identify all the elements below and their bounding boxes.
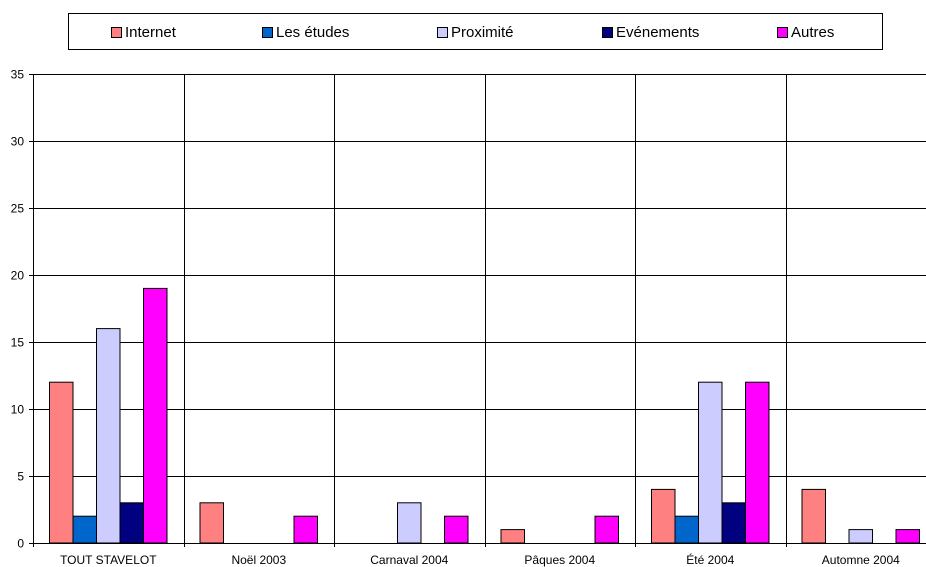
legend-item-evenements: Evénements xyxy=(602,23,700,41)
y-tick-label: 30 xyxy=(11,135,25,149)
x-tick-label: Carnaval 2004 xyxy=(370,553,448,567)
x-tick-label: TOUT STAVELOT xyxy=(60,553,157,567)
bar xyxy=(801,488,826,544)
bar xyxy=(698,381,723,544)
y-tick-label: 25 xyxy=(11,202,25,216)
legend-label-les-etudes: Les études xyxy=(276,23,350,41)
bar xyxy=(594,515,619,544)
bar xyxy=(119,502,144,544)
legend-item-autres: Autres xyxy=(777,23,835,41)
legend-swatch-autres xyxy=(777,26,788,38)
bar xyxy=(72,515,97,544)
bar xyxy=(745,381,770,544)
legend-swatch-les-etudes xyxy=(262,26,273,38)
y-tick-label: 35 xyxy=(11,68,25,82)
y-tick-label: 15 xyxy=(11,336,25,350)
bar xyxy=(674,515,699,544)
x-tick-label: Pâques 2004 xyxy=(524,553,595,567)
bar xyxy=(143,287,168,544)
legend-label-internet: Internet xyxy=(125,23,176,41)
legend-label-evenements: Evénements xyxy=(616,23,700,41)
chart-legend: Internet Les études Proximité Evénements… xyxy=(68,13,883,50)
x-tick-label: Été 2004 xyxy=(686,552,734,567)
legend-swatch-proximite xyxy=(437,26,448,38)
bar xyxy=(721,502,746,544)
bar xyxy=(96,328,121,544)
legend-item-proximite: Proximité xyxy=(437,23,514,41)
bar xyxy=(444,515,469,544)
x-tick-label: Noël 2003 xyxy=(231,553,286,567)
bar xyxy=(651,488,676,544)
y-tick-label: 5 xyxy=(17,470,24,484)
y-tick-label: 10 xyxy=(11,403,25,417)
legend-item-les-etudes: Les études xyxy=(262,23,350,41)
bar xyxy=(397,502,422,544)
legend-item-internet: Internet xyxy=(111,23,176,41)
y-tick-label: 0 xyxy=(17,537,24,551)
legend-label-autres: Autres xyxy=(791,23,835,41)
legend-label-proximite: Proximité xyxy=(451,23,514,41)
bar xyxy=(49,381,74,544)
y-tick-label: 20 xyxy=(11,269,25,283)
bar xyxy=(895,529,920,544)
bar xyxy=(199,502,224,544)
bar xyxy=(500,529,525,544)
x-tick-label: Automne 2004 xyxy=(822,553,900,567)
legend-swatch-evenements xyxy=(602,26,613,38)
bar xyxy=(848,529,873,544)
legend-swatch-internet xyxy=(111,26,122,38)
bar xyxy=(293,515,318,544)
